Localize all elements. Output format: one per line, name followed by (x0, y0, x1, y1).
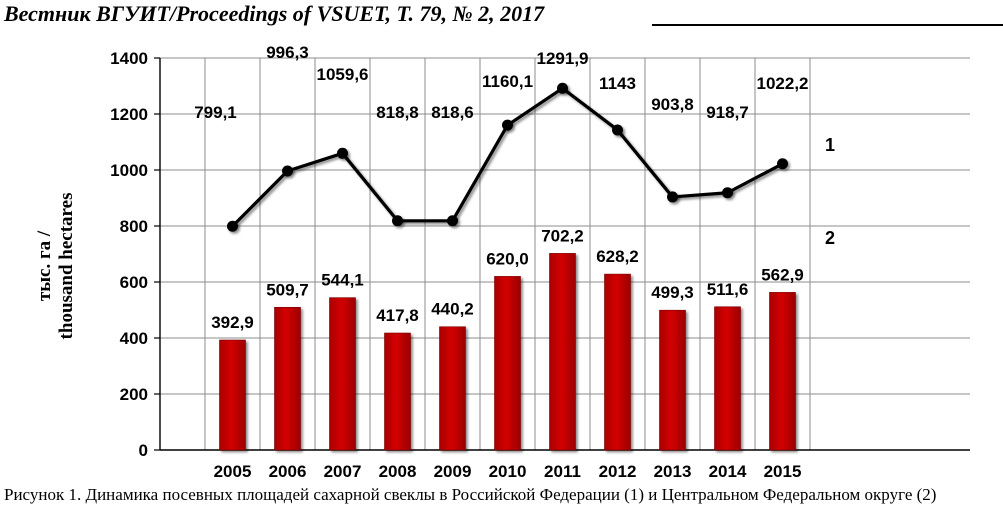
line-point-2009 (447, 215, 458, 227)
bar-value-label: 499,3 (651, 283, 694, 302)
x-tick-label-2012: 2012 (599, 462, 637, 481)
x-tick-label-2008: 2008 (379, 462, 417, 481)
line-point-2012 (612, 124, 623, 136)
y-tick-label: 400 (120, 329, 148, 348)
bar-value-label: 392,9 (211, 313, 254, 332)
line-point-2005 (227, 220, 238, 232)
line-value-label: 818,8 (376, 103, 419, 122)
line-point-2008 (392, 215, 403, 227)
bar-value-label: 562,9 (761, 265, 804, 284)
series-marker-2: 2 (825, 228, 835, 248)
bar-2009 (439, 326, 466, 451)
line-point-2010 (502, 119, 513, 131)
y-tick-label: 0 (139, 441, 148, 460)
bar-value-label: 702,2 (541, 226, 584, 245)
line-value-label: 903,8 (651, 95, 694, 114)
bar-value-label: 440,2 (431, 300, 474, 319)
line-point-2013 (667, 191, 678, 203)
y-axis-label-line2: thousand hectares (56, 193, 77, 340)
bar-2005 (219, 339, 246, 451)
bar-2006 (274, 306, 301, 451)
x-tick-label-2015: 2015 (764, 462, 802, 481)
bar-2007 (329, 297, 356, 451)
line-point-2006 (282, 165, 293, 177)
x-tick-label-2005: 2005 (214, 462, 252, 481)
bar-2010 (494, 276, 521, 451)
bar-value-label: 417,8 (376, 306, 419, 325)
line-point-2015 (777, 158, 788, 170)
y-tick-label: 600 (120, 273, 148, 292)
x-tick-label-2010: 2010 (489, 462, 527, 481)
bar-value-label: 511,6 (707, 280, 749, 299)
x-tick-label-2011: 2011 (544, 462, 581, 481)
axes-layer: 0 200 400 600 800 1000 1200 1400 2005 2006 2007 200… (110, 49, 970, 481)
x-tick-label-2009: 2009 (434, 462, 472, 481)
header-rule (652, 24, 1003, 26)
x-tick-label-2014: 2014 (709, 462, 747, 481)
line-value-label: 1160,1 (482, 72, 533, 91)
bar-value-label: 509,7 (266, 280, 309, 299)
grid-layer (160, 57, 970, 450)
bar-value-label: 620,0 (486, 249, 529, 268)
line-value-label: 1059,6 (317, 65, 369, 84)
bars-layer (219, 253, 796, 451)
line-value-label: 799,1 (194, 103, 237, 122)
line-value-label: 996,3 (266, 43, 309, 62)
bar-value-label: 544,1 (321, 271, 364, 290)
bar-2012 (604, 273, 631, 451)
y-tick-label: 800 (120, 217, 148, 236)
x-tick-label-2007: 2007 (324, 462, 362, 481)
line-layer (227, 82, 788, 232)
line-point-2014 (722, 187, 733, 199)
y-axis-label-line1: тыс. га / (34, 230, 55, 301)
journal-header-text: Вестник ВГУИТ/Proceedings of VSUET, Т. 7… (4, 1, 545, 26)
line-point-2007 (337, 147, 348, 159)
line-value-label: 1022,2 (757, 74, 809, 93)
y-tick-label: 1000 (110, 161, 148, 180)
bar-2014 (714, 306, 741, 451)
bar-2008 (384, 332, 411, 451)
line-value-label: 918,7 (706, 103, 749, 122)
y-tick-label: 1400 (110, 49, 148, 68)
line-point-2011 (557, 82, 568, 94)
labels-layer: 392,9 509,7 544,1 417,8 440,2 620,0 702,2 628,2… (194, 43, 835, 332)
bar-2011 (549, 253, 576, 451)
figure-caption: Рисунок 1. Динамика посевных площадей са… (4, 485, 937, 504)
line-value-label: 1143 (599, 74, 636, 93)
line-value-label: 1291,9 (537, 49, 589, 68)
x-tick-label-2013: 2013 (654, 462, 692, 481)
series-marker-1: 1 (825, 135, 835, 155)
y-tick-label: 1200 (110, 105, 148, 124)
line-value-label: 818,6 (431, 103, 474, 122)
bar-value-label: 628,2 (596, 247, 639, 266)
bar-2015 (769, 292, 796, 451)
journal-header: Вестник ВГУИТ/Proceedings of VSUET, Т. 7… (4, 0, 1003, 30)
sugar-beet-area-chart: 0 200 400 600 800 1000 1200 1400 2005 2006 2007 200… (34, 43, 970, 481)
y-tick-label: 200 (120, 385, 148, 404)
x-tick-label-2006: 2006 (269, 462, 307, 481)
bar-2013 (659, 309, 686, 451)
